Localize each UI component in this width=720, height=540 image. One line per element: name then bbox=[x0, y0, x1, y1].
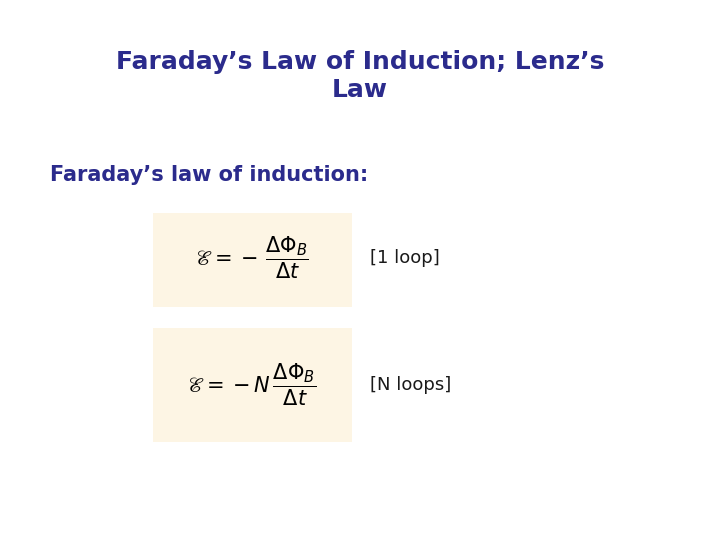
Text: [N loops]: [N loops] bbox=[370, 376, 451, 394]
Text: [1 loop]: [1 loop] bbox=[370, 249, 440, 267]
FancyBboxPatch shape bbox=[153, 213, 352, 307]
Text: Faraday’s Law of Induction; Lenz’s
Law: Faraday’s Law of Induction; Lenz’s Law bbox=[116, 50, 604, 102]
Text: Faraday’s law of induction:: Faraday’s law of induction: bbox=[50, 165, 368, 185]
FancyBboxPatch shape bbox=[153, 328, 352, 442]
Text: $\mathscr{E} = -N\,\dfrac{\Delta\Phi_B}{\Delta t}$: $\mathscr{E} = -N\,\dfrac{\Delta\Phi_B}{… bbox=[187, 362, 317, 408]
Text: $\mathscr{E} = -\,\dfrac{\Delta\Phi_B}{\Delta t}$: $\mathscr{E} = -\,\dfrac{\Delta\Phi_B}{\… bbox=[195, 235, 309, 281]
